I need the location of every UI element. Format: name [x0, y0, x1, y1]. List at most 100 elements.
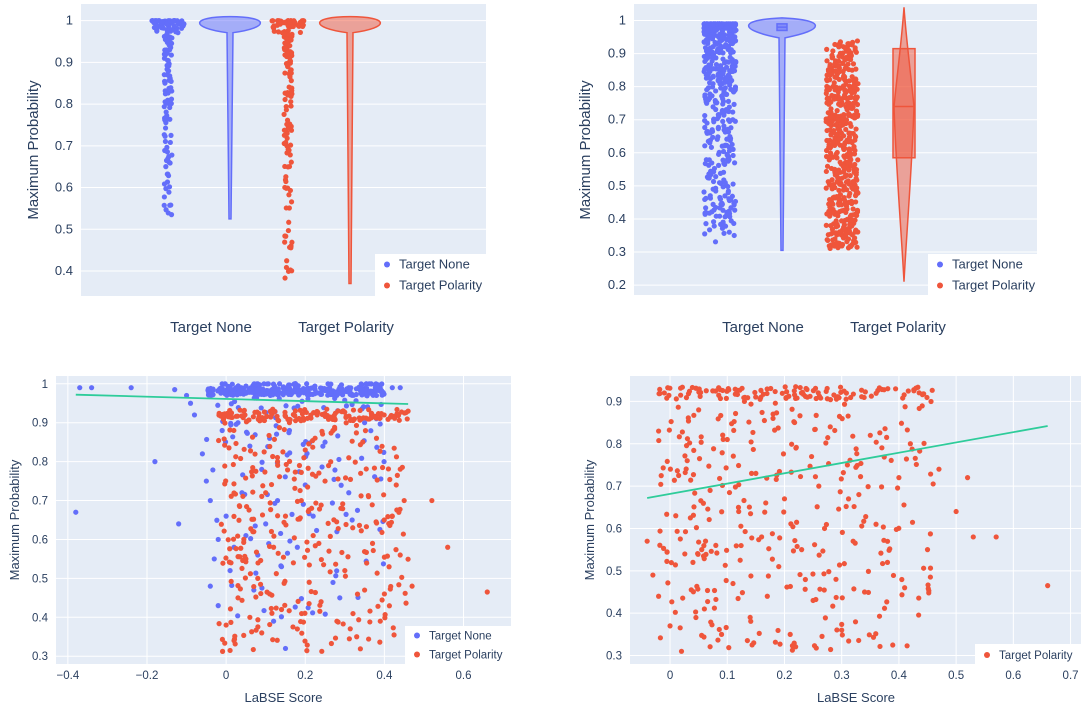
scatter-point	[777, 641, 783, 647]
scatter-point	[798, 390, 805, 396]
scatter-point	[271, 436, 278, 442]
scatter-point	[799, 547, 805, 553]
jitter-point	[712, 239, 719, 245]
jitter-point	[846, 47, 852, 54]
scatter-point	[304, 381, 310, 387]
scatter-point	[358, 470, 364, 476]
scatter-point	[905, 388, 911, 394]
scatter-point	[219, 389, 225, 395]
jitter-point	[843, 126, 849, 133]
scatter-point	[303, 409, 309, 416]
scatter-point	[319, 464, 325, 470]
jitter-point	[828, 114, 835, 120]
jitter-point	[720, 50, 726, 56]
scatter-point	[893, 526, 899, 533]
jitter-point	[153, 23, 159, 30]
scatter-point	[385, 514, 391, 520]
scatter-point	[746, 419, 752, 425]
jitter-point	[715, 71, 721, 77]
scatter-point	[736, 508, 742, 515]
scatter-point	[381, 492, 387, 498]
scatter-point	[259, 512, 266, 518]
scatter-point	[345, 387, 352, 393]
scatter-point	[913, 461, 919, 468]
jitter-point	[835, 245, 841, 251]
scatter-point	[242, 553, 248, 559]
scatter-point	[671, 477, 677, 483]
y-tick-label: 0.7	[32, 496, 48, 508]
legend-entry: Target Polarity	[952, 278, 1036, 293]
jitter-point	[169, 152, 175, 158]
scatter-point	[664, 549, 670, 555]
scatter-point	[262, 469, 268, 475]
scatter-point	[794, 395, 800, 401]
jitter-point	[827, 150, 834, 156]
x-tick-label: 0.6	[456, 670, 472, 682]
jitter-point	[287, 267, 293, 273]
jitter-point	[277, 21, 283, 27]
scatter-point	[791, 419, 798, 426]
jitter-point	[831, 194, 837, 200]
scatter-point	[786, 393, 792, 399]
jitter-point	[282, 233, 288, 239]
scatter-point	[660, 465, 666, 471]
jitter-point	[283, 178, 289, 185]
jitter-point	[165, 171, 171, 177]
jitter-point	[851, 115, 858, 121]
scatter-point	[215, 402, 221, 408]
scatter-point	[242, 575, 248, 581]
jitter-point	[826, 144, 832, 150]
scatter-point	[275, 513, 281, 519]
jitter-point	[287, 19, 293, 25]
jitter-point	[281, 127, 288, 133]
scatter-point	[264, 413, 270, 419]
scatter-point	[343, 521, 349, 528]
scatter-point	[268, 605, 274, 612]
scatter-panel-bottom-right: 0.3 0.4 0.5 0.6 0.7 0.8 0.9 0 0.1 0.2 0.3 0.4 0.5 0.6…	[582, 376, 1081, 705]
scatter-point	[278, 606, 285, 613]
jitter-point	[711, 66, 717, 72]
scatter-point	[916, 612, 922, 618]
scatter-point	[879, 445, 885, 451]
jitter-point	[841, 197, 848, 203]
scatter-point	[244, 430, 250, 436]
jitter-point	[834, 211, 840, 217]
jitter-point	[703, 209, 709, 216]
jitter-point	[725, 59, 732, 65]
scatter-point	[769, 556, 775, 562]
jitter-point	[713, 100, 720, 106]
jitter-point	[731, 232, 737, 239]
scatter-point	[320, 443, 326, 449]
jitter-point	[842, 88, 848, 94]
scatter-point	[970, 534, 976, 540]
scatter-point	[304, 539, 310, 545]
jitter-point	[854, 94, 860, 100]
jitter-point	[168, 212, 175, 218]
scatter-point	[271, 544, 277, 550]
jitter-point	[732, 207, 738, 213]
scatter-point	[248, 536, 254, 542]
scatter-point	[404, 416, 410, 422]
jitter-point	[707, 91, 713, 97]
jitter-point	[849, 242, 855, 248]
scatter-point	[930, 481, 936, 487]
jitter-point	[847, 56, 854, 63]
scatter-point	[348, 417, 354, 423]
scatter-point	[775, 627, 781, 634]
scatter-point	[332, 395, 338, 401]
jitter-point	[703, 157, 709, 163]
scatter-point	[291, 535, 297, 541]
jitter-point	[846, 78, 852, 84]
scatter-point	[400, 531, 406, 537]
scatter-point	[861, 589, 868, 595]
scatter-point	[834, 627, 840, 633]
jitter-point	[828, 106, 834, 112]
scatter-point	[387, 586, 393, 592]
scatter-point	[726, 645, 732, 651]
y-tick-label: 0.7	[606, 481, 622, 493]
plot-background	[634, 4, 1037, 295]
jitter-point	[730, 88, 736, 94]
scatter-point	[735, 504, 742, 510]
scatter-point	[337, 384, 343, 390]
scatter-point	[650, 572, 656, 578]
